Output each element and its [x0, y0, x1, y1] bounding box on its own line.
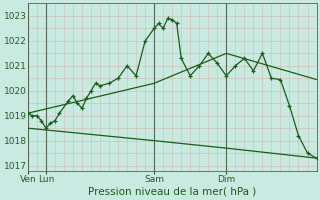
X-axis label: Pression niveau de la mer( hPa ): Pression niveau de la mer( hPa ) — [88, 187, 256, 197]
